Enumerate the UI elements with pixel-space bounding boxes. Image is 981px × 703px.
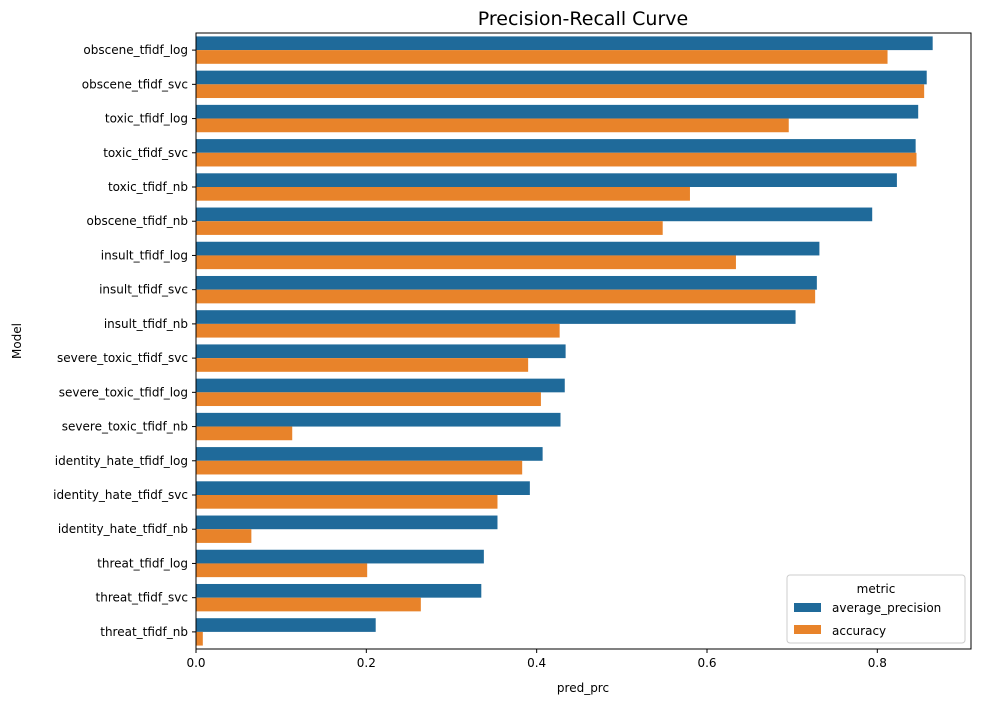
x-tick-label: 0.8 (868, 656, 887, 670)
bar-average-precision-toxic-tfidf-log (196, 104, 919, 119)
bar-average-precision-severe-toxic-tfidf-svc (196, 344, 566, 359)
plot-frame (195, 32, 972, 650)
y-tick-label: identity_hate_tfidf_log (55, 454, 188, 468)
chart-title: Precision-Recall Curve (478, 8, 688, 30)
bar-accuracy-toxic-tfidf-svc (196, 152, 917, 167)
legend-box (786, 574, 966, 644)
y-tick-label: threat_tfidf_log (97, 556, 188, 570)
bar-average-precision-identity-hate-tfidf-log (196, 447, 543, 461)
y-tick-label: threat_tfidf_nb (100, 625, 188, 639)
bars-layer (196, 36, 933, 646)
bar-average-precision-insult-tfidf-nb (196, 310, 796, 324)
legend-swatch-average-precision (794, 603, 821, 612)
y-tick-label: obscene_tfidf_svc (82, 77, 188, 91)
bar-average-precision-insult-tfidf-log (196, 241, 820, 256)
y-tick-label: obscene_tfidf_nb (86, 214, 188, 228)
y-tick-label: identity_hate_tfidf_svc (53, 488, 188, 502)
x-axis-label: pred_prc (557, 681, 609, 695)
y-axis: obscene_tfidf_log obscene_tfidf_svc toxic_… (53, 43, 196, 639)
x-tick-label: 0.2 (357, 656, 376, 670)
bar-accuracy-insult-tfidf-nb (196, 323, 560, 338)
bar-average-precision-obscene-tfidf-nb (196, 207, 873, 222)
bar-average-precision-identity-hate-tfidf-svc (196, 481, 530, 495)
bar-accuracy-toxic-tfidf-nb (196, 187, 690, 201)
x-tick-label: 0.0 (186, 656, 205, 670)
bar-accuracy-obscene-tfidf-nb (196, 221, 663, 235)
bar-accuracy-insult-tfidf-log (196, 255, 736, 270)
y-tick-label: insult_tfidf_svc (99, 283, 188, 297)
y-tick-label: severe_toxic_tfidf_log (59, 385, 188, 399)
y-tick-label: severe_toxic_tfidf_nb (62, 420, 188, 434)
bar-average-precision-threat-tfidf-nb (196, 618, 376, 632)
y-tick-label: toxic_tfidf_nb (108, 180, 188, 194)
bar-average-precision-obscene-tfidf-svc (196, 70, 927, 85)
bar-accuracy-identity-hate-tfidf-svc (196, 495, 498, 509)
x-tick-label: 0.6 (697, 656, 716, 670)
x-tick-label: 0.4 (527, 656, 546, 670)
bar-average-precision-threat-tfidf-svc (196, 583, 482, 598)
bar-accuracy-insult-tfidf-svc (196, 289, 816, 304)
bar-accuracy-threat-tfidf-nb (196, 631, 203, 646)
bar-average-precision-severe-toxic-tfidf-log (196, 378, 565, 393)
y-tick-label: threat_tfidf_svc (96, 591, 188, 605)
bar-accuracy-severe-toxic-tfidf-svc (196, 358, 529, 372)
bar-average-precision-identity-hate-tfidf-nb (196, 515, 498, 530)
y-tick-label: toxic_tfidf_svc (103, 146, 188, 160)
y-tick-label: insult_tfidf_log (101, 248, 188, 262)
bar-accuracy-obscene-tfidf-svc (196, 84, 925, 99)
bar-accuracy-severe-toxic-tfidf-log (196, 392, 541, 407)
y-axis-label: Model (10, 323, 24, 359)
y-tick-label: identity_hate_tfidf_nb (58, 522, 188, 536)
bar-accuracy-threat-tfidf-svc (196, 597, 421, 612)
legend-title: metric (857, 582, 896, 596)
bar-average-precision-threat-tfidf-log (196, 549, 484, 564)
y-tick-label: severe_toxic_tfidf_svc (57, 351, 188, 365)
bar-accuracy-identity-hate-tfidf-nb (196, 529, 252, 543)
bar-accuracy-toxic-tfidf-log (196, 118, 789, 133)
y-tick-label: toxic_tfidf_log (105, 112, 188, 126)
bar-average-precision-insult-tfidf-svc (196, 275, 817, 290)
bar-average-precision-toxic-tfidf-nb (196, 173, 897, 187)
legend-label-average-precision: average_precision (832, 601, 941, 615)
bar-average-precision-severe-toxic-tfidf-nb (196, 412, 561, 427)
bar-average-precision-obscene-tfidf-log (196, 36, 933, 51)
bar-accuracy-identity-hate-tfidf-log (196, 460, 523, 475)
y-tick-label: insult_tfidf_nb (104, 317, 188, 331)
bar-accuracy-obscene-tfidf-log (196, 50, 888, 64)
bar-accuracy-threat-tfidf-log (196, 563, 368, 578)
legend-swatch-accuracy (794, 625, 821, 634)
bar-accuracy-severe-toxic-tfidf-nb (196, 426, 293, 441)
y-tick-label: obscene_tfidf_log (83, 43, 188, 57)
legend: metric average_precision accuracy (786, 574, 966, 644)
legend-label-accuracy: accuracy (832, 624, 886, 638)
x-axis: 0.0 0.2 0.4 0.6 0.8 (186, 649, 887, 670)
bar-average-precision-toxic-tfidf-svc (196, 139, 916, 153)
